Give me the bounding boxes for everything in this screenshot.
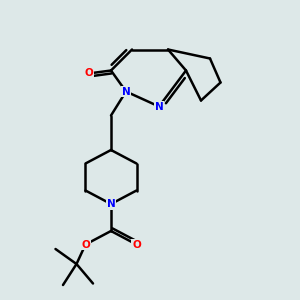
Text: O: O <box>132 239 141 250</box>
Text: N: N <box>106 199 116 209</box>
Text: O: O <box>81 239 90 250</box>
Text: O: O <box>84 68 93 79</box>
Text: N: N <box>122 86 130 97</box>
Text: N: N <box>154 101 164 112</box>
